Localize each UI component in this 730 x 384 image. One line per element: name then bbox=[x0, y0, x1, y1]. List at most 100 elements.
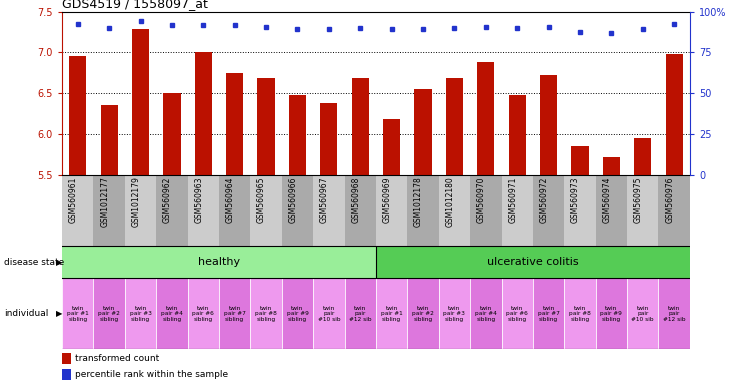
Bar bbox=[564, 278, 596, 349]
Bar bbox=[62, 369, 72, 381]
Bar bbox=[62, 278, 93, 349]
Text: GSM1012177: GSM1012177 bbox=[100, 176, 110, 227]
Text: twin
pair #6
sibling: twin pair #6 sibling bbox=[507, 306, 528, 322]
Text: GSM560974: GSM560974 bbox=[602, 176, 612, 223]
Bar bbox=[376, 246, 690, 278]
Text: twin
pair #6
sibling: twin pair #6 sibling bbox=[193, 306, 214, 322]
Bar bbox=[313, 278, 345, 349]
Bar bbox=[407, 175, 439, 246]
Text: individual: individual bbox=[4, 310, 48, 318]
Text: GSM560968: GSM560968 bbox=[351, 176, 361, 222]
Text: percentile rank within the sample: percentile rank within the sample bbox=[75, 371, 228, 379]
Text: twin
pair #1
sibling: twin pair #1 sibling bbox=[67, 306, 88, 322]
Bar bbox=[250, 175, 282, 246]
Text: GSM560970: GSM560970 bbox=[477, 176, 486, 223]
Bar bbox=[258, 78, 274, 175]
Bar bbox=[313, 175, 345, 246]
Bar bbox=[289, 95, 306, 175]
Text: GSM560969: GSM560969 bbox=[383, 176, 391, 223]
Text: GSM560973: GSM560973 bbox=[571, 176, 580, 223]
Bar bbox=[219, 175, 250, 246]
Bar bbox=[345, 278, 376, 349]
Bar bbox=[658, 278, 690, 349]
Text: twin
pair #7
sibling: twin pair #7 sibling bbox=[538, 306, 559, 322]
Text: twin
pair
#10 sib: twin pair #10 sib bbox=[318, 306, 340, 322]
Text: GSM1012180: GSM1012180 bbox=[445, 176, 454, 227]
Text: GSM560971: GSM560971 bbox=[508, 176, 517, 222]
Bar bbox=[125, 278, 156, 349]
Bar bbox=[439, 175, 470, 246]
Bar bbox=[502, 278, 533, 349]
Bar bbox=[62, 246, 376, 278]
Bar bbox=[125, 175, 156, 246]
Bar bbox=[219, 278, 250, 349]
Text: GSM1012179: GSM1012179 bbox=[131, 176, 140, 227]
Text: GSM560966: GSM560966 bbox=[288, 176, 298, 223]
Text: twin
pair
#10 sib: twin pair #10 sib bbox=[631, 306, 654, 322]
Bar bbox=[596, 278, 627, 349]
Bar bbox=[533, 175, 564, 246]
Bar bbox=[540, 75, 557, 175]
Bar bbox=[627, 175, 658, 246]
Bar bbox=[164, 93, 180, 175]
Bar bbox=[62, 175, 93, 246]
Bar bbox=[250, 278, 282, 349]
Text: twin
pair #4
sibling: twin pair #4 sibling bbox=[161, 306, 182, 322]
Bar bbox=[658, 175, 690, 246]
Text: twin
pair #8
sibling: twin pair #8 sibling bbox=[255, 306, 277, 322]
Bar bbox=[93, 278, 125, 349]
Bar bbox=[282, 175, 313, 246]
Bar bbox=[345, 175, 376, 246]
Text: GSM560962: GSM560962 bbox=[163, 176, 172, 222]
Bar bbox=[376, 278, 407, 349]
Text: ▶: ▶ bbox=[56, 310, 63, 318]
Bar bbox=[509, 95, 526, 175]
Text: twin
pair #4
sibling: twin pair #4 sibling bbox=[475, 306, 496, 322]
Text: twin
pair
#12 sib: twin pair #12 sib bbox=[349, 306, 372, 322]
Text: disease state: disease state bbox=[4, 258, 64, 266]
Bar bbox=[415, 89, 431, 175]
Text: ▶: ▶ bbox=[56, 258, 63, 266]
Text: twin
pair #3
sibling: twin pair #3 sibling bbox=[444, 306, 465, 322]
Bar bbox=[666, 54, 683, 175]
Text: twin
pair #1
sibling: twin pair #1 sibling bbox=[381, 306, 402, 322]
Text: GSM560975: GSM560975 bbox=[634, 176, 642, 223]
Bar bbox=[188, 175, 219, 246]
Text: twin
pair #8
sibling: twin pair #8 sibling bbox=[569, 306, 591, 322]
Bar bbox=[101, 105, 118, 175]
Text: GSM560965: GSM560965 bbox=[257, 176, 266, 223]
Bar bbox=[62, 353, 72, 364]
Bar bbox=[572, 146, 588, 175]
Bar bbox=[156, 175, 188, 246]
Bar bbox=[477, 62, 494, 175]
Bar bbox=[282, 278, 313, 349]
Text: twin
pair
#12 sib: twin pair #12 sib bbox=[663, 306, 685, 322]
Text: ulcerative colitis: ulcerative colitis bbox=[487, 257, 579, 267]
Bar bbox=[156, 278, 188, 349]
Bar bbox=[226, 73, 243, 175]
Bar bbox=[439, 278, 470, 349]
Bar bbox=[564, 175, 596, 246]
Bar bbox=[93, 175, 125, 246]
Bar bbox=[352, 78, 369, 175]
Bar bbox=[188, 278, 219, 349]
Bar bbox=[446, 78, 463, 175]
Bar bbox=[407, 278, 439, 349]
Bar bbox=[320, 103, 337, 175]
Text: GSM560976: GSM560976 bbox=[665, 176, 675, 223]
Text: GSM560963: GSM560963 bbox=[194, 176, 203, 223]
Bar bbox=[596, 175, 627, 246]
Bar bbox=[132, 30, 149, 175]
Bar bbox=[383, 119, 400, 175]
Text: GSM1012178: GSM1012178 bbox=[414, 176, 423, 227]
Bar bbox=[603, 157, 620, 175]
Text: twin
pair #2
sibling: twin pair #2 sibling bbox=[412, 306, 434, 322]
Bar bbox=[195, 52, 212, 175]
Text: twin
pair #9
sibling: twin pair #9 sibling bbox=[601, 306, 622, 322]
Bar bbox=[502, 175, 533, 246]
Text: twin
pair #3
sibling: twin pair #3 sibling bbox=[130, 306, 151, 322]
Text: GSM560967: GSM560967 bbox=[320, 176, 328, 223]
Text: healthy: healthy bbox=[198, 257, 240, 267]
Text: GSM560964: GSM560964 bbox=[226, 176, 235, 223]
Bar bbox=[634, 138, 651, 175]
